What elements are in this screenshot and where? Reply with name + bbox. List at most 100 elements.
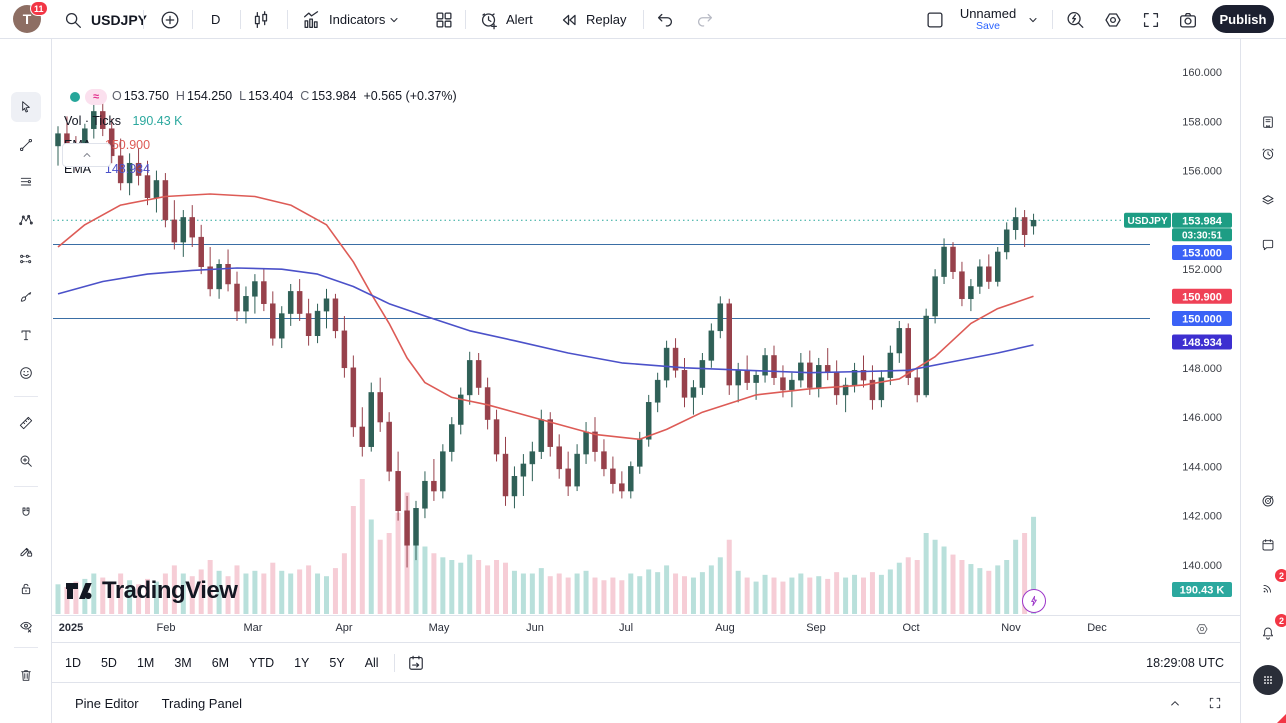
publish-button[interactable]: Publish	[1212, 5, 1274, 33]
price-level-label-150.000[interactable]	[1172, 311, 1232, 326]
bar-countdown-label[interactable]	[1172, 228, 1232, 242]
remove-all-tool-button[interactable]	[11, 660, 41, 690]
snapshot-button[interactable]	[1175, 0, 1201, 39]
range-3m-button[interactable]: 3M	[174, 655, 192, 670]
range-6m-button[interactable]: 6M	[211, 655, 230, 670]
time-axis[interactable]: 2025 Feb Mar Apr May Jun Jul Aug Sep Oct Nov Dec	[52, 615, 1240, 643]
price-chart[interactable]: 160.000 158.000 156.000 152.000 148.000 146.0…	[52, 39, 1240, 615]
cursor-tool-button[interactable]	[11, 92, 41, 122]
compare-add-button[interactable]	[157, 0, 183, 39]
time-axis-label: Jul	[618, 622, 634, 634]
time-axis-settings-button[interactable]	[1194, 621, 1212, 639]
volume-axis-label[interactable]	[1172, 582, 1232, 597]
range-1y-button[interactable]: 1Y	[294, 655, 310, 670]
save-layout-link[interactable]: Save	[976, 19, 1000, 32]
ema-fast-line[interactable]	[57, 193, 1034, 441]
apps-button[interactable]	[1253, 665, 1283, 695]
watchlist-button[interactable]	[1253, 107, 1283, 137]
data-mode-badge[interactable]: ≈	[85, 89, 107, 105]
layout-button[interactable]	[922, 0, 948, 39]
hide-all-drawings-tool-button[interactable]	[11, 611, 41, 641]
candle-body	[520, 463, 527, 477]
instant-trading-button[interactable]	[1022, 589, 1046, 613]
measure-tool-button[interactable]	[11, 408, 41, 438]
redo-button[interactable]	[692, 0, 718, 39]
trend-line-tool-button[interactable]	[11, 130, 41, 160]
legend-collapse-button[interactable]	[62, 143, 111, 167]
fib-retracement-tool-button[interactable]	[11, 167, 41, 197]
range-1m-button[interactable]: 1M	[136, 655, 155, 670]
layout-menu-button[interactable]	[1024, 0, 1042, 39]
replay-button[interactable]: Replay	[556, 0, 626, 39]
candle-body	[842, 384, 849, 396]
indicator-templates-button[interactable]	[431, 0, 457, 39]
fullscreen-button[interactable]	[1138, 0, 1164, 39]
undo-button[interactable]	[652, 0, 678, 39]
chat-button[interactable]	[1253, 230, 1283, 260]
range-5d-button[interactable]: 5D	[100, 655, 117, 670]
quick-search-button[interactable]	[1062, 0, 1088, 39]
magnet-tool-button[interactable]	[11, 498, 41, 528]
candle-body	[601, 451, 607, 470]
ema-price-label[interactable]	[1172, 288, 1232, 304]
chart-pane[interactable]: 160.000 158.000 156.000 152.000 148.000 146.0…	[52, 39, 1240, 615]
range-all-button[interactable]: All	[364, 655, 379, 670]
candle-body	[502, 453, 509, 497]
range-5y-button[interactable]: 5Y	[329, 655, 345, 670]
pattern-tool-button[interactable]	[11, 205, 41, 235]
plus-circle-icon	[157, 7, 183, 33]
volume-bar	[485, 565, 491, 614]
drawing-lock-tool-button[interactable]	[11, 536, 41, 566]
maximize-panel-button[interactable]	[1206, 694, 1224, 712]
lock-all-drawings-tool-button[interactable]	[11, 574, 41, 604]
chevron-down-icon[interactable]	[385, 7, 403, 33]
notifications-button[interactable]: 2	[1253, 613, 1286, 648]
candle-body	[216, 264, 222, 290]
candle-body	[449, 424, 455, 452]
market-status-dot[interactable]	[70, 92, 80, 102]
volume-legend[interactable]: Vol · Ticks 190.43 K	[64, 114, 183, 128]
object-tree-button[interactable]	[1253, 185, 1283, 215]
go-to-date-button[interactable]	[403, 650, 429, 676]
layout-name: Unnamed	[959, 6, 1017, 22]
candle-body	[932, 276, 938, 317]
range-1d-button[interactable]: 1D	[65, 655, 81, 670]
forecast-tool-button[interactable]	[11, 244, 41, 274]
candle-body	[341, 330, 348, 369]
emoji-tool-button[interactable]	[11, 358, 41, 388]
indicators-button[interactable]: Indicators	[299, 0, 403, 39]
zoom-in-tool-button[interactable]	[11, 446, 41, 476]
tab-pine-editor[interactable]: Pine Editor	[75, 695, 139, 711]
layout-name-button[interactable]: Unnamed Save	[955, 0, 1021, 39]
ema-price-label[interactable]	[1172, 334, 1232, 350]
expand-panel-button[interactable]	[1166, 694, 1184, 712]
ema-slow-line[interactable]	[57, 267, 1034, 374]
volume-bar	[332, 568, 338, 614]
alerts-button[interactable]	[1253, 139, 1283, 169]
open-value: 153.750	[123, 89, 169, 103]
settings-button[interactable]	[1100, 0, 1126, 39]
volume-bar	[655, 572, 661, 614]
text-tool-button[interactable]	[11, 320, 41, 350]
current-price-label[interactable]	[1172, 212, 1232, 228]
symbol-search-button[interactable]: USDJPY	[60, 0, 147, 39]
ohlc-legend[interactable]: O 153.750 H 154.250 L 153.404 C 153.984 +0.565 (…	[112, 89, 464, 103]
range-ytd-button[interactable]: YTD	[249, 655, 275, 670]
interval-button[interactable]: D	[205, 0, 226, 39]
volume-bar	[136, 584, 142, 614]
price-axis-label: 140.000	[1182, 560, 1222, 572]
volume-bar	[852, 574, 858, 614]
candle-body	[377, 392, 383, 423]
utc-clock[interactable]: 18:29:08 UTC	[1146, 655, 1224, 670]
radar-icon	[1256, 489, 1280, 513]
screener-button[interactable]	[1253, 486, 1283, 516]
price-level-label-153.000[interactable]	[1172, 245, 1232, 260]
alert-button[interactable]: Alert	[476, 0, 533, 39]
brush-tool-button[interactable]	[11, 282, 41, 312]
volume-bar	[977, 568, 983, 614]
chart-style-button[interactable]	[248, 0, 274, 39]
calendar-button[interactable]	[1253, 530, 1283, 560]
tab-trading-panel[interactable]: Trading Panel	[161, 695, 243, 711]
volume-bar	[341, 553, 347, 614]
streams-button[interactable]: 2	[1253, 568, 1286, 603]
